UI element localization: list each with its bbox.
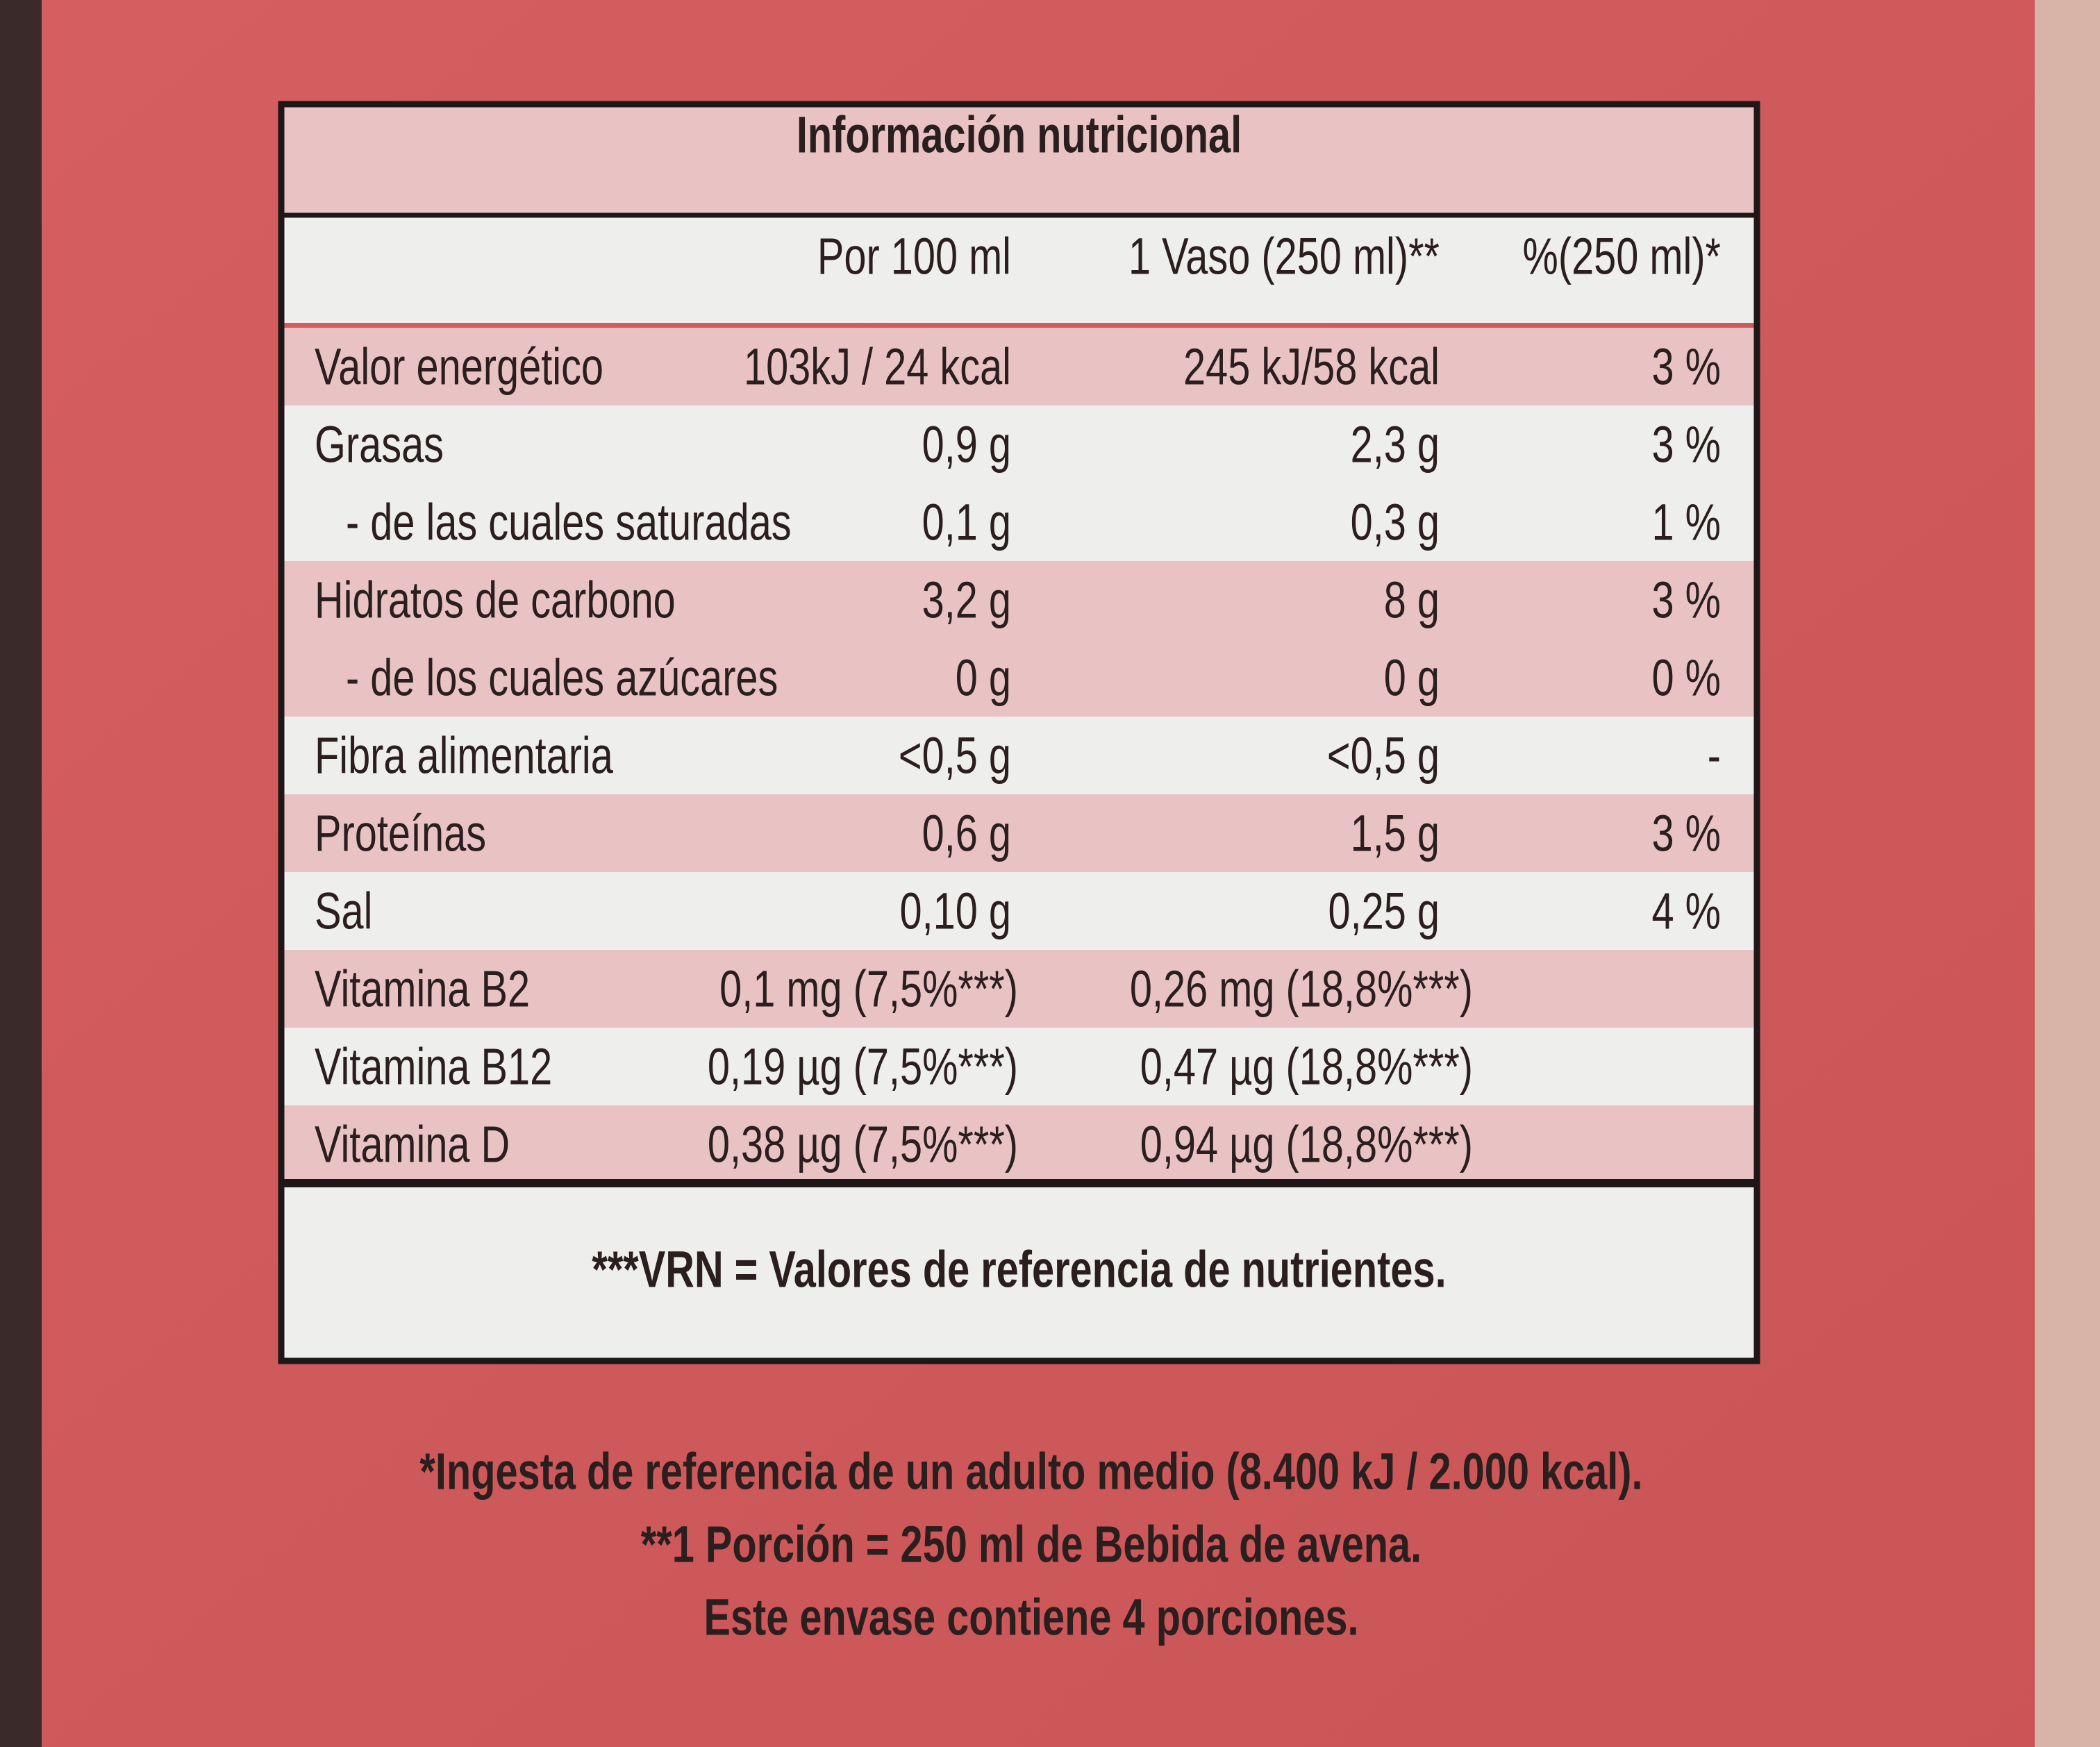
cell: - [1708, 728, 1721, 785]
cell: 0,6 g [922, 805, 1011, 863]
row-band [281, 950, 1757, 1028]
cell: 3 % [1652, 805, 1721, 863]
column-header: 1 Vaso (250 ml)** [1128, 228, 1440, 286]
cell: 103kJ / 24 kcal [744, 339, 1011, 396]
cell: 0,3 g [1351, 494, 1440, 552]
cell: 0,1 g [922, 494, 1011, 552]
row-label: Vitamina B12 [315, 1039, 552, 1096]
cell: 0 % [1652, 650, 1721, 708]
cell: 3 % [1652, 417, 1721, 474]
row-label: Fibra alimentaria [315, 728, 613, 785]
row-label: - de las cuales saturadas [346, 494, 792, 552]
title-band [281, 104, 1757, 215]
row-label: Vitamina B2 [315, 961, 530, 1019]
row-band [281, 717, 1757, 794]
table-footer: ***VRN = Valores de referencia de nutrie… [592, 1242, 1446, 1299]
cell: 3,2 g [922, 572, 1011, 630]
edge-shadow [0, 0, 42, 1747]
cell: 0,94 µg (18,8%***) [1140, 1117, 1473, 1174]
cell: 8 g [1384, 572, 1440, 630]
cell: 0,19 µg (7,5%***) [708, 1039, 1018, 1096]
row-label: Sal [315, 883, 372, 941]
row-label: Valor energético [315, 339, 603, 396]
nutrition-table: Información nutricional Por 100 ml 1 Vaso … [278, 101, 1760, 1364]
row-band [281, 872, 1757, 950]
footnote: **1 Porción = 250 ml de Bebida de avena. [641, 1516, 1422, 1574]
row-band [281, 406, 1757, 483]
row-label: Grasas [315, 417, 444, 474]
footer-band [281, 1183, 1757, 1361]
table-border [278, 101, 1760, 1364]
column-header: Por 100 ml [817, 228, 1011, 286]
row-band [281, 794, 1757, 872]
cell: 1 % [1652, 494, 1721, 552]
cell: 0,1 mg (7,5%***) [719, 961, 1018, 1019]
cell: 2,3 g [1351, 417, 1440, 474]
row-band [281, 1105, 1757, 1183]
row-label: Proteínas [315, 805, 486, 863]
footnote: *Ingesta de referencia de un adulto medi… [419, 1444, 1642, 1501]
cell: 3 % [1652, 572, 1721, 630]
footnotes: *Ingesta de referencia de un adulto medi… [419, 1444, 1642, 1647]
row-label: Hidratos de carbono [315, 572, 676, 630]
cell: 0,9 g [922, 417, 1011, 474]
cell: 0,10 g [900, 883, 1011, 941]
row-band [281, 561, 1757, 639]
cell: 0,26 mg (18,8%***) [1130, 961, 1473, 1019]
row-label: - de los cuales azúcares [346, 650, 778, 708]
row-band [281, 483, 1757, 561]
cell: <0,5 g [1327, 728, 1440, 785]
cell: 0,38 µg (7,5%***) [708, 1117, 1018, 1174]
cell: 4 % [1652, 883, 1721, 941]
row-band [281, 328, 1757, 406]
cell: 245 kJ/58 kcal [1183, 339, 1440, 396]
column-header: %(250 ml)* [1523, 228, 1721, 286]
cell: 3 % [1652, 339, 1721, 396]
footnote: Este envase contiene 4 porciones. [703, 1589, 1358, 1647]
cell: 0,47 µg (18,8%***) [1140, 1039, 1473, 1096]
row-label: Vitamina D [315, 1117, 510, 1174]
cell: 0 g [1384, 650, 1440, 708]
header-band [281, 215, 1757, 323]
row-band [281, 639, 1757, 717]
cell: <0,5 g [899, 728, 1011, 785]
row-band [281, 1028, 1757, 1105]
cell: 0,25 g [1328, 883, 1440, 941]
table-title: Información nutricional [797, 107, 1242, 165]
background-right [2035, 0, 2100, 1747]
cell: 1,5 g [1351, 805, 1440, 863]
cell: 0 g [956, 650, 1011, 708]
